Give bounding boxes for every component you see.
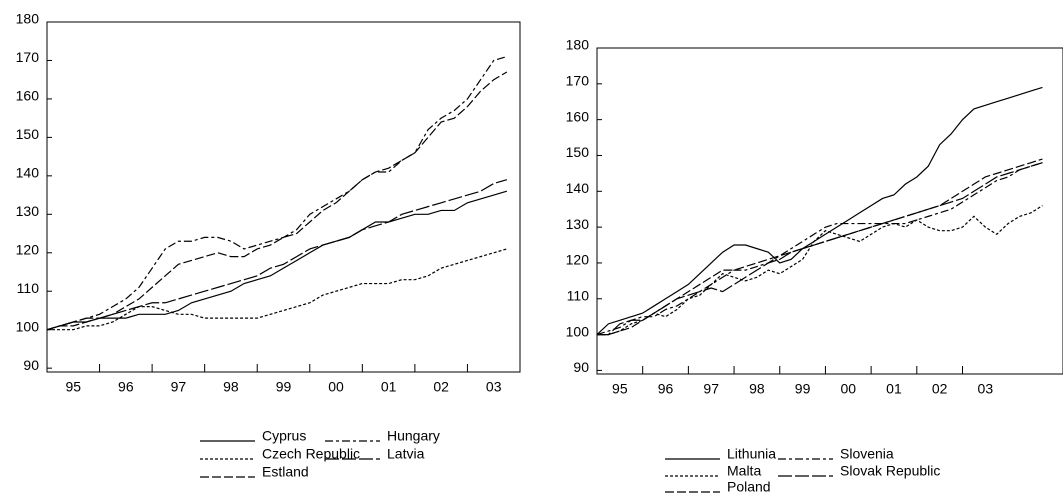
series-line [597, 162, 1043, 336]
legend-label: Czech Republic [262, 446, 360, 462]
y-tick-label: 150 [566, 144, 590, 160]
y-tick-label: 140 [566, 180, 590, 196]
y-tick-label: 110 [567, 287, 590, 303]
x-tick-label: 03 [978, 381, 994, 397]
x-tick-label: 98 [749, 381, 765, 397]
x-tick-label: 97 [171, 379, 187, 395]
y-tick-label: 130 [566, 216, 590, 232]
series-line [47, 56, 508, 331]
x-tick-label: 01 [886, 381, 902, 397]
x-tick-label: 02 [932, 381, 948, 397]
legend-label: Slovenia [840, 446, 894, 462]
legend-label: Latvia [387, 446, 425, 462]
y-tick-label: 100 [16, 318, 40, 334]
y-tick-label: 90 [573, 359, 589, 375]
x-tick-label: 99 [795, 381, 811, 397]
series-line [597, 158, 1043, 336]
x-tick-label: 01 [381, 379, 397, 395]
y-tick-label: 120 [16, 241, 40, 257]
series-line [597, 86, 1043, 336]
legend-label: Estland [262, 464, 309, 480]
y-tick-label: 170 [566, 73, 590, 89]
x-tick-label: 00 [840, 381, 856, 397]
plot-frame [46, 21, 521, 373]
x-tick-label: 02 [433, 379, 449, 395]
y-tick-label: 100 [566, 323, 590, 339]
x-tick-label: 96 [658, 381, 674, 397]
x-tick-label: 98 [223, 379, 239, 395]
y-tick-label: 160 [16, 88, 40, 104]
x-tick-label: 97 [703, 381, 719, 397]
x-tick-label: 95 [612, 381, 628, 397]
series-line [47, 71, 508, 331]
y-tick-label: 150 [16, 126, 40, 142]
legend-label: Hungary [387, 428, 440, 444]
x-tick-label: 95 [65, 379, 81, 395]
y-tick-label: 180 [566, 37, 590, 53]
series-line [597, 162, 1043, 336]
series-line [47, 248, 508, 331]
x-tick-label: 03 [486, 379, 502, 395]
y-tick-label: 140 [16, 165, 40, 181]
y-tick-label: 160 [566, 108, 590, 124]
x-tick-label: 96 [118, 379, 134, 395]
x-tick-label: 00 [328, 379, 344, 395]
y-tick-label: 180 [16, 11, 40, 27]
y-tick-label: 170 [16, 49, 40, 65]
series-line [47, 190, 508, 331]
legend-label: Poland [727, 479, 771, 495]
legend-label: Lithunia [727, 446, 776, 462]
y-tick-label: 130 [16, 203, 40, 219]
x-tick-label: 99 [276, 379, 292, 395]
y-tick-label: 90 [23, 357, 39, 373]
y-tick-label: 110 [17, 280, 40, 296]
series-line [47, 179, 508, 331]
legend-label: Malta [727, 463, 761, 479]
y-tick-label: 120 [566, 252, 590, 268]
legend-label: Cyprus [262, 428, 306, 444]
legend-label: Slovak Republic [840, 463, 940, 479]
plot-frame [596, 47, 1063, 375]
series-line [597, 205, 1043, 336]
